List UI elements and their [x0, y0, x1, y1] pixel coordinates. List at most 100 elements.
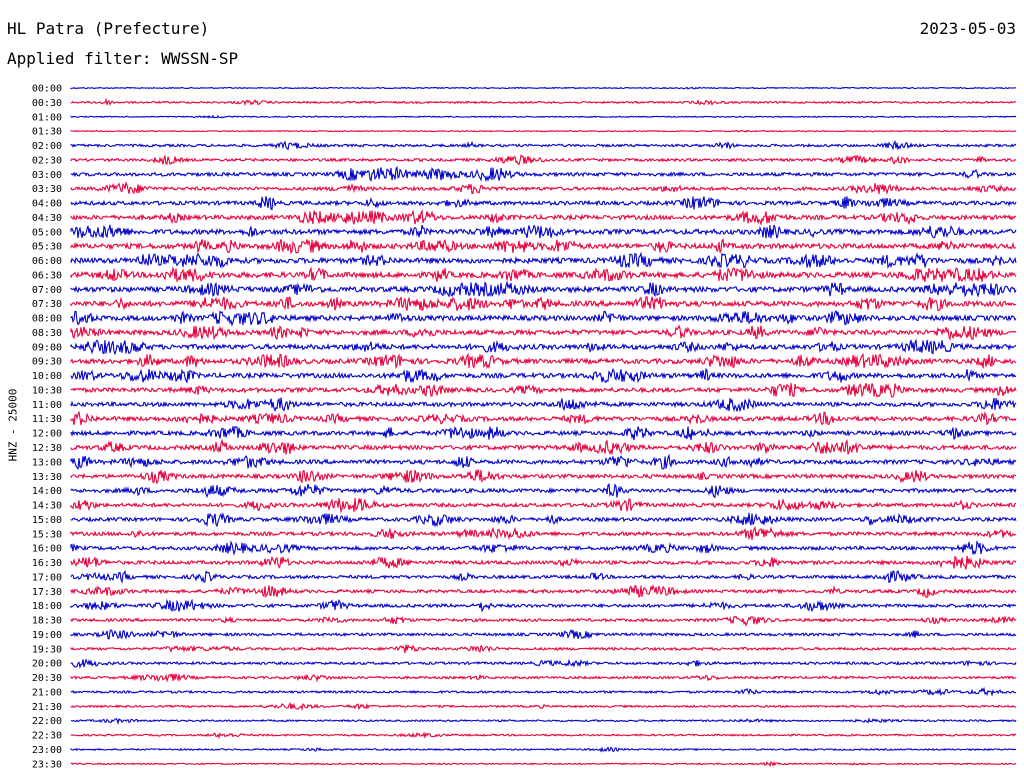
seismic-trace — [70, 165, 1017, 183]
row-time-label: 23:00 — [32, 745, 62, 756]
seismic-trace — [70, 196, 1017, 211]
seismic-trace — [70, 583, 1017, 599]
row-time-label: 02:30 — [32, 155, 62, 166]
row-time-label: 16:00 — [32, 544, 62, 555]
row-time-label: 14:00 — [32, 486, 62, 497]
seismic-trace — [70, 598, 1017, 613]
seismic-trace — [70, 129, 1017, 133]
seismic-trace — [70, 701, 1016, 711]
seismic-trace — [70, 180, 1017, 195]
seismic-trace — [70, 114, 1017, 119]
seismic-trace — [70, 86, 1017, 90]
station-title: HL Patra (Prefecture) — [7, 19, 210, 38]
row-time-label: 18:30 — [32, 616, 62, 627]
seismic-trace — [70, 352, 1017, 370]
seismic-trace — [70, 512, 1017, 528]
row-time-label: 13:30 — [32, 472, 62, 483]
row-time-label: 08:00 — [32, 314, 62, 325]
seismic-trace — [70, 673, 1017, 683]
seismic-trace — [70, 438, 1017, 456]
seismic-trace — [70, 555, 1017, 570]
seismic-trace — [70, 208, 1016, 227]
row-time-label: 17:00 — [32, 572, 62, 583]
seismic-trace — [70, 338, 1017, 356]
row-time-label: 16:30 — [32, 558, 62, 569]
filter-label: Applied filter: WWSSN-SP — [7, 49, 239, 68]
row-time-label: 15:00 — [32, 515, 62, 526]
row-time-label: 06:30 — [32, 270, 62, 281]
row-time-label: 00:30 — [32, 98, 62, 109]
seismic-trace — [70, 224, 1017, 239]
seismic-trace — [70, 569, 1017, 584]
seismic-trace — [70, 296, 1016, 311]
seismic-trace — [70, 731, 1016, 740]
row-time-label: 15:30 — [32, 529, 62, 540]
row-time-label: 08:30 — [32, 328, 62, 339]
seismic-trace — [70, 746, 1017, 753]
row-time-label: 22:30 — [32, 731, 62, 742]
row-time-label: 22:00 — [32, 716, 62, 727]
row-time-label: 03:30 — [32, 184, 62, 195]
seismic-trace — [70, 483, 1017, 499]
seismic-trace — [70, 382, 1017, 398]
row-time-label: 11:30 — [32, 414, 62, 425]
seismic-trace — [70, 760, 1017, 768]
row-time-label: 18:00 — [32, 601, 62, 612]
row-time-label: 12:30 — [32, 443, 62, 454]
row-time-label: 07:30 — [32, 299, 62, 310]
row-time-label: 12:00 — [32, 429, 62, 440]
seismic-trace — [70, 97, 1017, 107]
seismic-trace — [70, 539, 1017, 556]
seismic-trace — [70, 410, 1017, 426]
row-time-label: 11:00 — [32, 400, 62, 411]
row-time-label: 17:30 — [32, 587, 62, 598]
seismic-trace — [70, 643, 1017, 654]
row-time-label: 07:00 — [32, 285, 62, 296]
seismic-trace — [70, 154, 1017, 166]
row-time-label: 01:00 — [32, 112, 62, 123]
row-time-label: 23:30 — [32, 759, 62, 770]
seismic-trace — [70, 238, 1017, 255]
seismic-trace — [70, 140, 1017, 151]
row-time-label: 05:30 — [32, 242, 62, 253]
date-label: 2023-05-03 — [919, 19, 1016, 38]
row-time-label: 13:00 — [32, 457, 62, 468]
seismic-trace — [71, 717, 1017, 726]
row-time-label: 09:30 — [32, 357, 62, 368]
row-time-label: 01:30 — [32, 127, 62, 138]
row-time-label: 09:00 — [32, 342, 62, 353]
seismic-trace — [70, 469, 1017, 485]
row-time-label: 10:30 — [32, 385, 62, 396]
row-time-label: 21:00 — [32, 687, 62, 698]
row-time-label: 04:30 — [32, 213, 62, 224]
row-time-label: 02:00 — [32, 141, 62, 152]
row-time-label: 04:00 — [32, 199, 62, 210]
seismic-trace — [70, 658, 1017, 669]
seismic-trace — [70, 310, 1017, 327]
row-time-label: 21:30 — [32, 702, 62, 713]
seismic-trace — [70, 266, 1017, 283]
row-time-label: 19:00 — [32, 630, 62, 641]
seismic-trace — [70, 526, 1017, 541]
row-time-label: 19:30 — [32, 644, 62, 655]
seismic-trace — [70, 453, 1017, 471]
row-time-label: 20:00 — [32, 659, 62, 670]
row-time-label: 05:00 — [32, 227, 62, 238]
seismic-trace — [70, 251, 1017, 269]
row-time-label: 06:00 — [32, 256, 62, 267]
seismic-trace — [70, 497, 1017, 514]
seismic-trace — [70, 324, 1017, 341]
seismic-trace — [70, 615, 1017, 627]
seismic-trace — [70, 367, 1017, 384]
row-time-label: 03:00 — [32, 170, 62, 181]
row-time-label: 14:30 — [32, 501, 62, 512]
seismic-trace — [70, 628, 1017, 640]
seismic-trace — [70, 686, 1016, 697]
row-time-label: 10:00 — [32, 371, 62, 382]
seismic-trace — [70, 397, 1017, 413]
row-time-label: 00:00 — [32, 84, 62, 95]
row-time-label: 20:30 — [32, 673, 62, 684]
seismic-trace — [70, 280, 1017, 298]
seismic-trace — [70, 425, 1017, 441]
